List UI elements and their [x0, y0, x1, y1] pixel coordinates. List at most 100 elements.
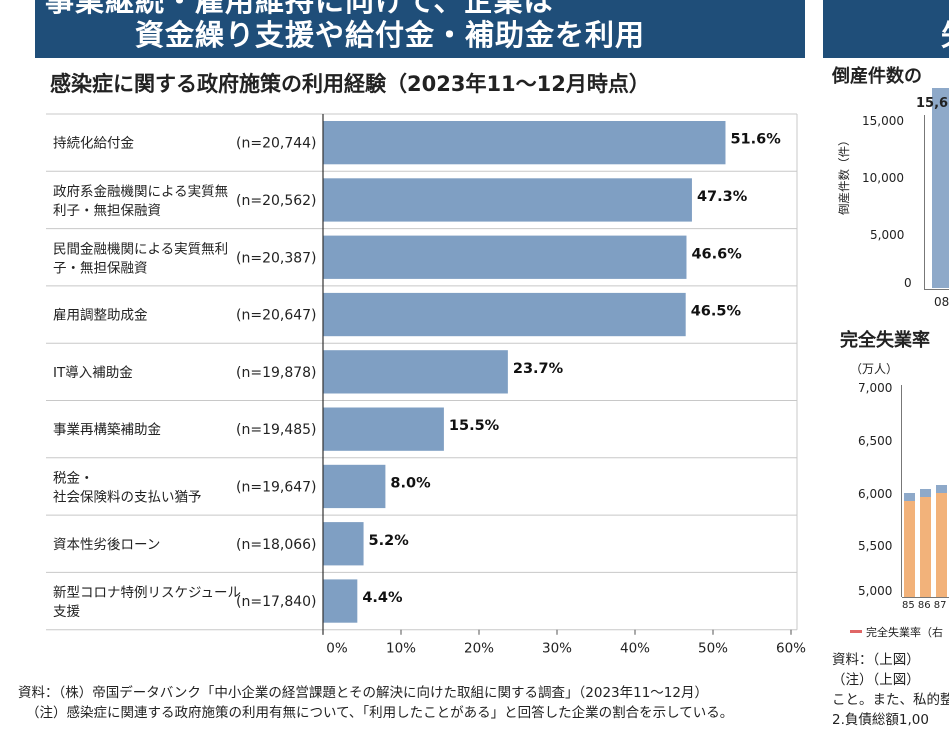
bar-value-label: 15.5% — [449, 418, 500, 434]
sample-size-label: (n=20,562) — [236, 193, 317, 209]
category-label-line: 社会保険料の支払い猶予 — [53, 489, 202, 505]
sample-size-label: (n=18,066) — [236, 537, 317, 553]
side-bottom-xaxis — [902, 597, 949, 598]
side-legend-swatch — [850, 630, 862, 633]
banner-line-1: 事業継続・雇用維持に向けて、企業は — [45, 0, 554, 18]
x-tick-label: 50% — [698, 641, 728, 657]
bar — [323, 350, 508, 394]
x-tick-label: 20% — [464, 641, 494, 657]
category-label: 事業再構築補助金 — [53, 422, 161, 438]
side-bottom-bar-1-top — [904, 493, 915, 501]
side-bottom-yaxis — [901, 385, 902, 597]
x-tick-label: 30% — [542, 641, 572, 657]
side-bottom-ytick-3: 6,000 — [858, 487, 893, 501]
side-top-value: 15,6 — [916, 96, 949, 111]
category-label: 政府系金融機関による実質無利子・無担保融資 — [53, 184, 228, 219]
category-label-line: 政府系金融機関による実質無 — [53, 184, 228, 200]
bar-value-label: 51.6% — [730, 132, 781, 148]
bar — [323, 464, 386, 509]
side-banner-text: 失 — [941, 12, 949, 54]
side-note-1: 資料：（上図） — [832, 652, 920, 668]
side-legend-label: 完全失業率（右 — [866, 626, 943, 639]
category-label-line: 子・無担保融資 — [53, 260, 148, 276]
category-label: 税金・社会保険料の支払い猶予 — [53, 470, 202, 505]
category-label-line: 資本性劣後ローン — [53, 537, 160, 553]
side-top-ytick-2: 10,000 — [862, 171, 904, 185]
sample-size-label: (n=19,878) — [236, 365, 317, 381]
bar-value-label: 5.2% — [369, 533, 410, 549]
bar-value-label: 4.4% — [362, 590, 403, 606]
side-title-top: 倒産件数の — [832, 66, 922, 87]
bar — [323, 235, 687, 279]
x-tick-label: 10% — [386, 641, 416, 657]
category-label-line: IT導入補助金 — [53, 365, 133, 381]
side-panel: 倒産件数の 15,6 倒産件数（件） 15,000 10,000 5,000 0… — [820, 0, 949, 738]
source-line: 資料：（株）帝国データバンク「中小企業の経営課題とその解決に向けた取組に関する調… — [18, 685, 708, 701]
bar-value-label: 46.6% — [691, 246, 742, 262]
side-top-xtick: 08 — [934, 295, 949, 309]
category-label-line: 持続化給付金 — [53, 136, 134, 152]
bar — [323, 522, 364, 566]
side-note-4: 2.負債総額1,00 — [832, 712, 929, 728]
side-top-yaxis — [924, 115, 925, 290]
side-bottom-unit: （万人） — [850, 362, 899, 376]
side-title-bottom: 完全失業率 — [840, 330, 930, 351]
side-bottom-ytick-2: 6,500 — [858, 434, 893, 448]
x-tick-label: 0% — [326, 641, 348, 657]
side-top-ytick-1: 15,000 — [862, 114, 904, 128]
x-tick-label: 40% — [620, 641, 650, 657]
bar-value-label: 46.5% — [691, 304, 742, 320]
side-bottom-bar-3-top — [936, 485, 947, 493]
note-line: （注）感染症に関連する政府施策の利用有無について、「利用したことがある」と回答し… — [26, 705, 734, 721]
side-top-bar — [932, 88, 949, 288]
side-bottom-bar-1 — [904, 500, 915, 597]
bar — [323, 407, 444, 451]
side-top-xaxis — [924, 289, 949, 290]
side-bottom-ytick-4: 5,500 — [858, 539, 893, 553]
side-bottom-bar-2-top — [920, 489, 931, 497]
side-top-ytick-3: 5,000 — [870, 228, 905, 242]
bar — [323, 178, 692, 222]
bar-value-label: 8.0% — [390, 475, 431, 491]
sample-size-label: (n=20,387) — [236, 250, 317, 266]
x-tick-label: 60% — [776, 641, 806, 657]
sample-size-label: (n=19,647) — [236, 479, 317, 495]
header-banner: 事業継続・雇用維持に向けて、企業は 資金繰り支援や給付金・補助金を利用 — [35, 0, 805, 58]
chart-title: 感染症に関する政府施策の利用経験（2023年11～12月時点） — [50, 72, 650, 96]
bar — [323, 292, 686, 337]
side-bottom-bar-3 — [936, 493, 947, 597]
bar — [323, 579, 358, 623]
category-label-line: 税金・ — [53, 470, 94, 486]
bar-value-label: 47.3% — [697, 189, 748, 205]
category-label: 新型コロナ特例リスケジュール支援 — [53, 585, 241, 620]
sample-size-label: (n=19,485) — [236, 422, 317, 438]
category-label: 資本性劣後ローン — [53, 537, 160, 553]
sample-size-label: (n=20,647) — [236, 308, 317, 324]
side-top-ylabel: 倒産件数（件） — [837, 134, 851, 216]
sample-size-label: (n=17,840) — [236, 594, 317, 610]
bar — [323, 121, 726, 165]
category-label-line: 新型コロナ特例リスケジュール — [53, 585, 241, 601]
side-header-banner: 失 — [823, 0, 949, 58]
category-label-line: 利子・無担保融資 — [53, 203, 161, 219]
category-label: 持続化給付金 — [53, 136, 134, 152]
bar-chart: 0% 10% 20% 30% 40% 50% 60% 持続化給付金 (n=20,744) 51.6… — [46, 113, 806, 657]
side-top-ytick-4: 0 — [904, 276, 912, 290]
category-label: 雇用調整助成金 — [53, 307, 148, 324]
side-bottom-ytick-1: 7,000 — [858, 381, 893, 395]
category-label-line: 民間金融機関による実質無利 — [53, 241, 228, 257]
side-note-2: （注）（上図） — [832, 672, 920, 688]
side-note-3: こと。また、私的整 — [832, 692, 949, 708]
category-label: 民間金融機関による実質無利子・無担保融資 — [53, 241, 228, 276]
banner-line-2: 資金繰り支援や給付金・補助金を利用 — [135, 18, 646, 52]
side-bottom-bar-2 — [920, 496, 931, 597]
sample-size-label: (n=20,744) — [236, 136, 317, 152]
category-label-line: 雇用調整助成金 — [53, 307, 148, 324]
side-bottom-ytick-5: 5,000 — [858, 584, 893, 598]
category-label-line: 事業再構築補助金 — [53, 422, 161, 438]
category-label-line: 支援 — [53, 604, 80, 620]
side-bottom-xticks: 85 86 87 — [902, 600, 947, 611]
bar-value-label: 23.7% — [513, 361, 564, 377]
source-notes: 資料：（株）帝国データバンク「中小企業の経営課題とその解決に向けた取組に関する調… — [18, 683, 733, 723]
category-label: IT導入補助金 — [53, 365, 133, 381]
